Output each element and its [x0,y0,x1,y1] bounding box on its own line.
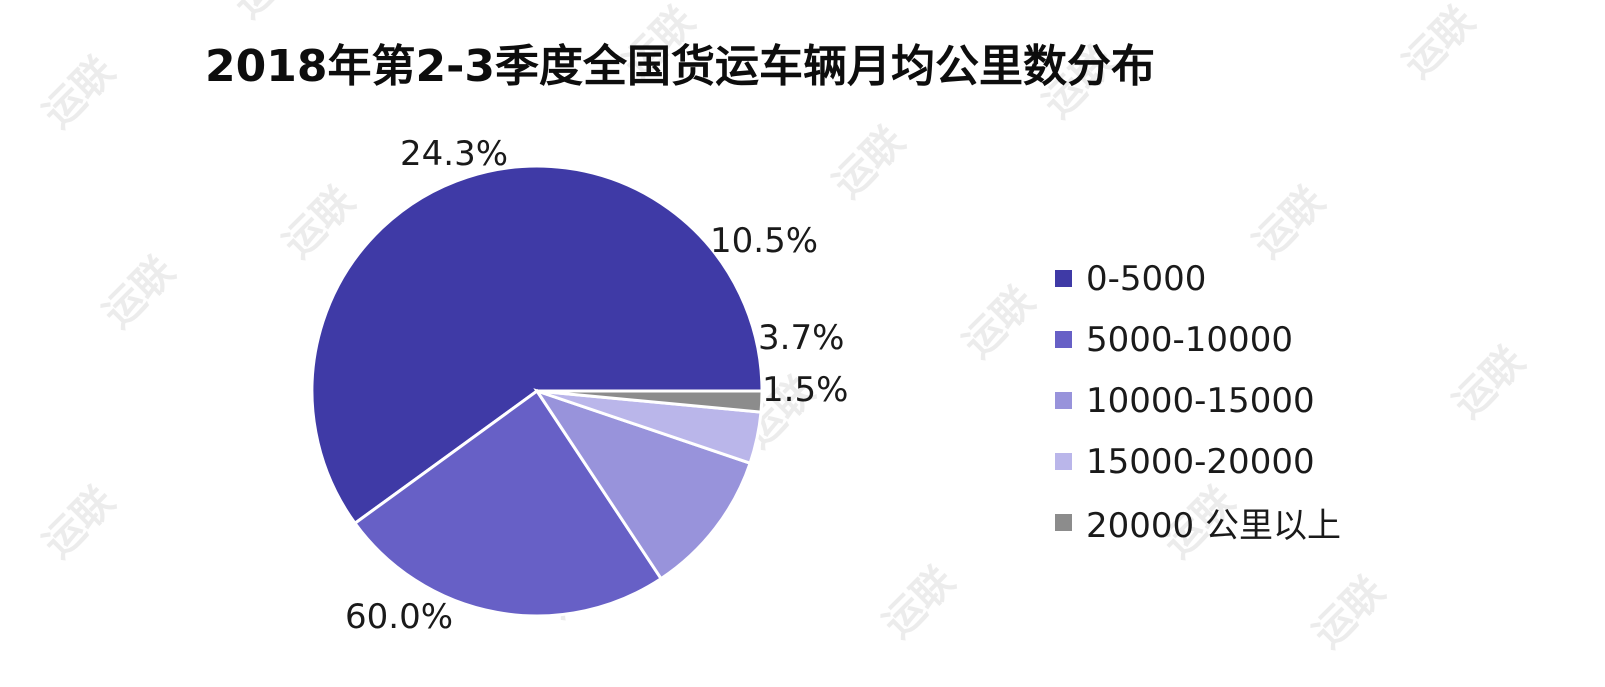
data-label-3: 3.7% [758,318,844,358]
pie-data-labels: 60.0% 24.3% 10.5% 3.7% 1.5% [345,134,848,637]
legend-item-2: 10000-15000 [1055,370,1341,431]
legend-item-1: 5000-10000 [1055,309,1341,370]
legend-item-4: 20000 公里以上 [1055,492,1341,553]
pie-slice-2 [533,388,753,581]
chart-legend: 0-5000 5000-10000 10000-15000 15000-20000 20… [1055,248,1341,553]
data-label-2: 10.5% [710,221,818,261]
legend-swatch-1 [1055,331,1072,348]
data-label-0: 60.0% [345,597,453,637]
legend-label-0: 0-5000 [1086,258,1207,299]
pie-slice-0 [310,164,764,526]
pie-slice-4 [536,389,764,414]
legend-swatch-3 [1055,453,1072,470]
legend-swatch-0 [1055,270,1072,287]
legend-label-4: 20000 公里以上 [1086,506,1341,546]
legend-item-3: 15000-20000 [1055,431,1341,492]
legend-swatch-2 [1055,392,1072,409]
data-label-1: 24.3% [400,134,508,174]
legend-item-0: 0-5000 [1055,248,1341,309]
pie-slice-1 [352,388,664,618]
legend-label-2: 10000-15000 [1086,380,1315,421]
legend-swatch-4 [1055,514,1072,531]
pie-slices [310,164,764,618]
data-label-4: 1.5% [762,370,848,410]
legend-label-3: 15000-20000 [1086,441,1315,482]
legend-label-1: 5000-10000 [1086,319,1293,360]
chart-title: 2018年第2-3季度全国货运车辆月均公里数分布 [205,41,1155,92]
